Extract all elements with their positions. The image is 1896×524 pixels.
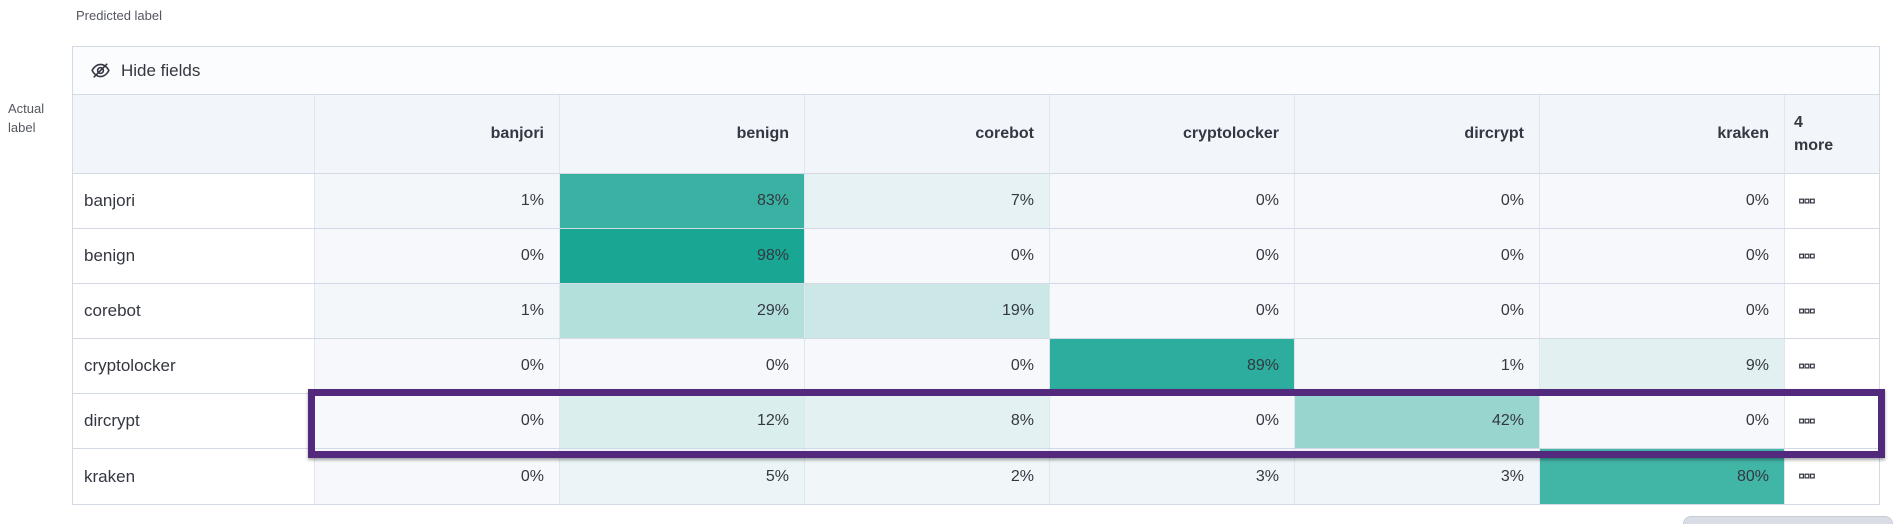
row-label-corebot: corebot bbox=[73, 284, 315, 338]
matrix-row-corebot: corebot 1% 29% 19% 0% 0% 0% bbox=[73, 284, 1879, 339]
column-header-cryptolocker[interactable]: cryptolocker bbox=[1050, 95, 1295, 173]
cell-cryptolocker-benign: 0% bbox=[560, 339, 805, 393]
matrix-row-kraken: kraken 0% 5% 2% 3% 3% 80% bbox=[73, 449, 1879, 504]
row-label-kraken: kraken bbox=[73, 449, 315, 504]
more-header-line: 4 bbox=[1794, 114, 1803, 131]
more-cell-cryptolocker bbox=[1785, 339, 1879, 393]
column-header-dircrypt[interactable]: dircrypt bbox=[1295, 95, 1540, 173]
matrix-row-dircrypt: dircrypt 0% 12% 8% 0% 42% 0% bbox=[73, 394, 1879, 449]
cell-benign-banjori: 0% bbox=[315, 229, 560, 283]
column-header-more[interactable]: 4 more bbox=[1785, 95, 1879, 173]
cell-corebot-cryptolocker: 0% bbox=[1050, 284, 1295, 338]
cell-benign-benign: 98% bbox=[560, 229, 805, 283]
cell-cryptolocker-corebot: 0% bbox=[805, 339, 1050, 393]
cell-kraken-cryptolocker: 3% bbox=[1050, 449, 1295, 504]
confusion-matrix-grid: Hide fields banjori benign corebot cryptolo… bbox=[72, 46, 1880, 505]
row-label-benign: benign bbox=[73, 229, 315, 283]
row-label-dircrypt: dircrypt bbox=[73, 394, 315, 448]
cell-kraken-corebot: 2% bbox=[805, 449, 1050, 504]
hide-fields-label: Hide fields bbox=[121, 60, 201, 80]
cell-dircrypt-benign: 12% bbox=[560, 394, 805, 448]
cell-corebot-dircrypt: 0% bbox=[1295, 284, 1540, 338]
cell-banjori-dircrypt: 0% bbox=[1295, 174, 1540, 228]
cell-kraken-banjori: 0% bbox=[315, 449, 560, 504]
more-cell-kraken bbox=[1785, 449, 1879, 504]
row-actions-button[interactable] bbox=[1797, 196, 1817, 207]
cell-cryptolocker-cryptolocker: 89% bbox=[1050, 339, 1295, 393]
matrix-row-banjori: banjori 1% 83% 7% 0% 0% 0% bbox=[73, 174, 1879, 229]
cell-banjori-benign: 83% bbox=[560, 174, 805, 228]
cell-corebot-benign: 29% bbox=[560, 284, 805, 338]
matrix-body: banjori 1% 83% 7% 0% 0% 0% benign 0% 98% 0% 0% 0% 0% c… bbox=[73, 174, 1879, 504]
row-label-banjori: banjori bbox=[73, 174, 315, 228]
column-header-banjori[interactable]: banjori bbox=[315, 95, 560, 173]
cell-benign-cryptolocker: 0% bbox=[1050, 229, 1295, 283]
column-header-kraken[interactable]: kraken bbox=[1540, 95, 1785, 173]
column-header-corebot[interactable]: corebot bbox=[805, 95, 1050, 173]
matrix-row-cryptolocker: cryptolocker 0% 0% 0% 89% 1% 9% bbox=[73, 339, 1879, 394]
cell-corebot-banjori: 1% bbox=[315, 284, 560, 338]
row-actions-button[interactable] bbox=[1797, 471, 1817, 482]
cell-kraken-dircrypt: 3% bbox=[1295, 449, 1540, 504]
cell-dircrypt-corebot: 8% bbox=[805, 394, 1050, 448]
cell-cryptolocker-banjori: 0% bbox=[315, 339, 560, 393]
row-actions-button[interactable] bbox=[1797, 361, 1817, 372]
cell-banjori-corebot: 7% bbox=[805, 174, 1050, 228]
cell-benign-corebot: 0% bbox=[805, 229, 1050, 283]
more-header-line: more bbox=[1794, 137, 1834, 154]
predicted-axis-label: Predicted label bbox=[76, 8, 162, 23]
cell-kraken-benign: 5% bbox=[560, 449, 805, 504]
row-actions-button[interactable] bbox=[1797, 306, 1817, 317]
matrix-row-benign: benign 0% 98% 0% 0% 0% 0% bbox=[73, 229, 1879, 284]
more-cell-benign bbox=[1785, 229, 1879, 283]
corner-cell bbox=[73, 95, 315, 173]
cell-corebot-kraken: 0% bbox=[1540, 284, 1785, 338]
horizontal-scrollbar-thumb[interactable] bbox=[1683, 516, 1893, 524]
cell-kraken-kraken: 80% bbox=[1540, 449, 1785, 504]
cell-cryptolocker-kraken: 9% bbox=[1540, 339, 1785, 393]
cell-banjori-kraken: 0% bbox=[1540, 174, 1785, 228]
cell-banjori-cryptolocker: 0% bbox=[1050, 174, 1295, 228]
cell-benign-dircrypt: 0% bbox=[1295, 229, 1540, 283]
actual-axis-label: Actual label bbox=[8, 101, 45, 135]
hide-fields-button[interactable]: Hide fields bbox=[73, 47, 1879, 95]
more-cell-banjori bbox=[1785, 174, 1879, 228]
cell-benign-kraken: 0% bbox=[1540, 229, 1785, 283]
row-actions-button[interactable] bbox=[1797, 416, 1817, 427]
cell-dircrypt-cryptolocker: 0% bbox=[1050, 394, 1295, 448]
cell-dircrypt-banjori: 0% bbox=[315, 394, 560, 448]
cell-dircrypt-dircrypt: 42% bbox=[1295, 394, 1540, 448]
column-header-row: banjori benign corebot cryptolocker dircrypt… bbox=[73, 95, 1879, 174]
more-cell-dircrypt bbox=[1785, 394, 1879, 448]
row-actions-button[interactable] bbox=[1797, 251, 1817, 262]
column-header-benign[interactable]: benign bbox=[560, 95, 805, 173]
cell-corebot-corebot: 19% bbox=[805, 284, 1050, 338]
cell-banjori-banjori: 1% bbox=[315, 174, 560, 228]
cell-dircrypt-kraken: 0% bbox=[1540, 394, 1785, 448]
more-cell-corebot bbox=[1785, 284, 1879, 338]
eye-closed-icon bbox=[90, 60, 111, 81]
cell-cryptolocker-dircrypt: 1% bbox=[1295, 339, 1540, 393]
row-label-cryptolocker: cryptolocker bbox=[73, 339, 315, 393]
